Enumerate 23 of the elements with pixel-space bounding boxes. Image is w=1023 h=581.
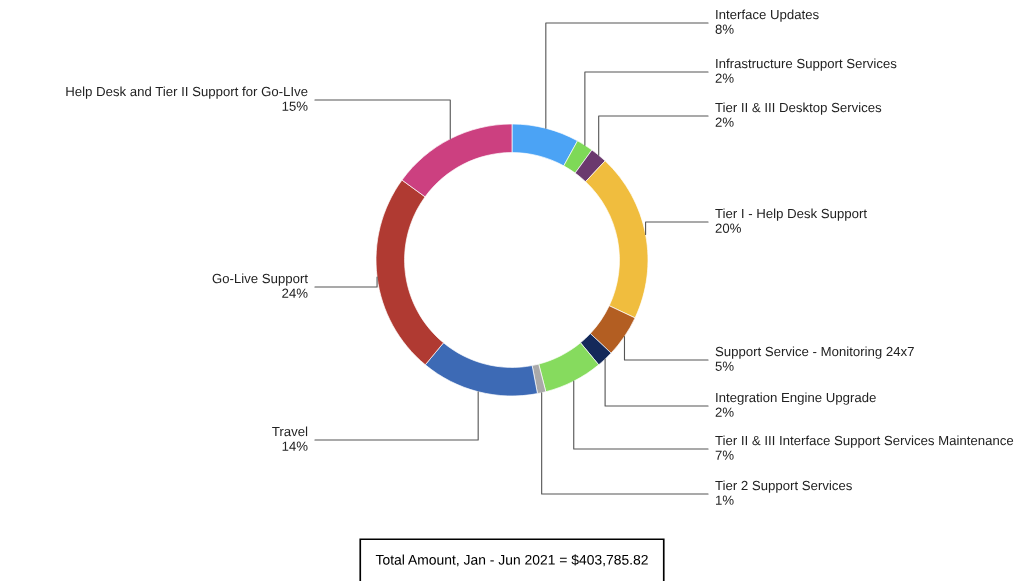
slice-label: Help Desk and Tier II Support for Go-LIve (66, 86, 308, 99)
slice-label: Tier II & III Interface Support Services Maintenance (715, 435, 1014, 448)
data-label: 7% (715, 450, 734, 460)
slice-label: Travel (272, 426, 308, 437)
slice-label: Tier I - Help Desk Support (715, 208, 867, 221)
data-label: 2% (715, 407, 734, 417)
text: Total Amount, Jan - Jun 2021 = $403,785.82 (375, 554, 648, 567)
slice-label: Go-Live Support (212, 273, 308, 286)
data-label: 5% (715, 361, 734, 371)
data-label: 20% (715, 223, 741, 233)
slice-label: Integration Engine Upgrade (716, 392, 876, 405)
data-label: 2% (715, 73, 734, 83)
data-label: 14% (282, 441, 308, 451)
slice-label: Interface Updates (716, 9, 819, 22)
slice-label: Infrastructure Support Services (716, 58, 897, 71)
slice-label: Tier II & III Desktop Services (715, 102, 882, 115)
data-label: 15% (282, 101, 308, 111)
data-label: 1% (716, 495, 734, 505)
data-label: 24% (282, 288, 308, 298)
slice-label: Tier 2 Support Services (715, 480, 852, 493)
slice-label: Support Service - Monitoring 24x7 (715, 346, 914, 359)
data-label: 8% (715, 24, 734, 34)
data-label: 2% (715, 117, 734, 127)
